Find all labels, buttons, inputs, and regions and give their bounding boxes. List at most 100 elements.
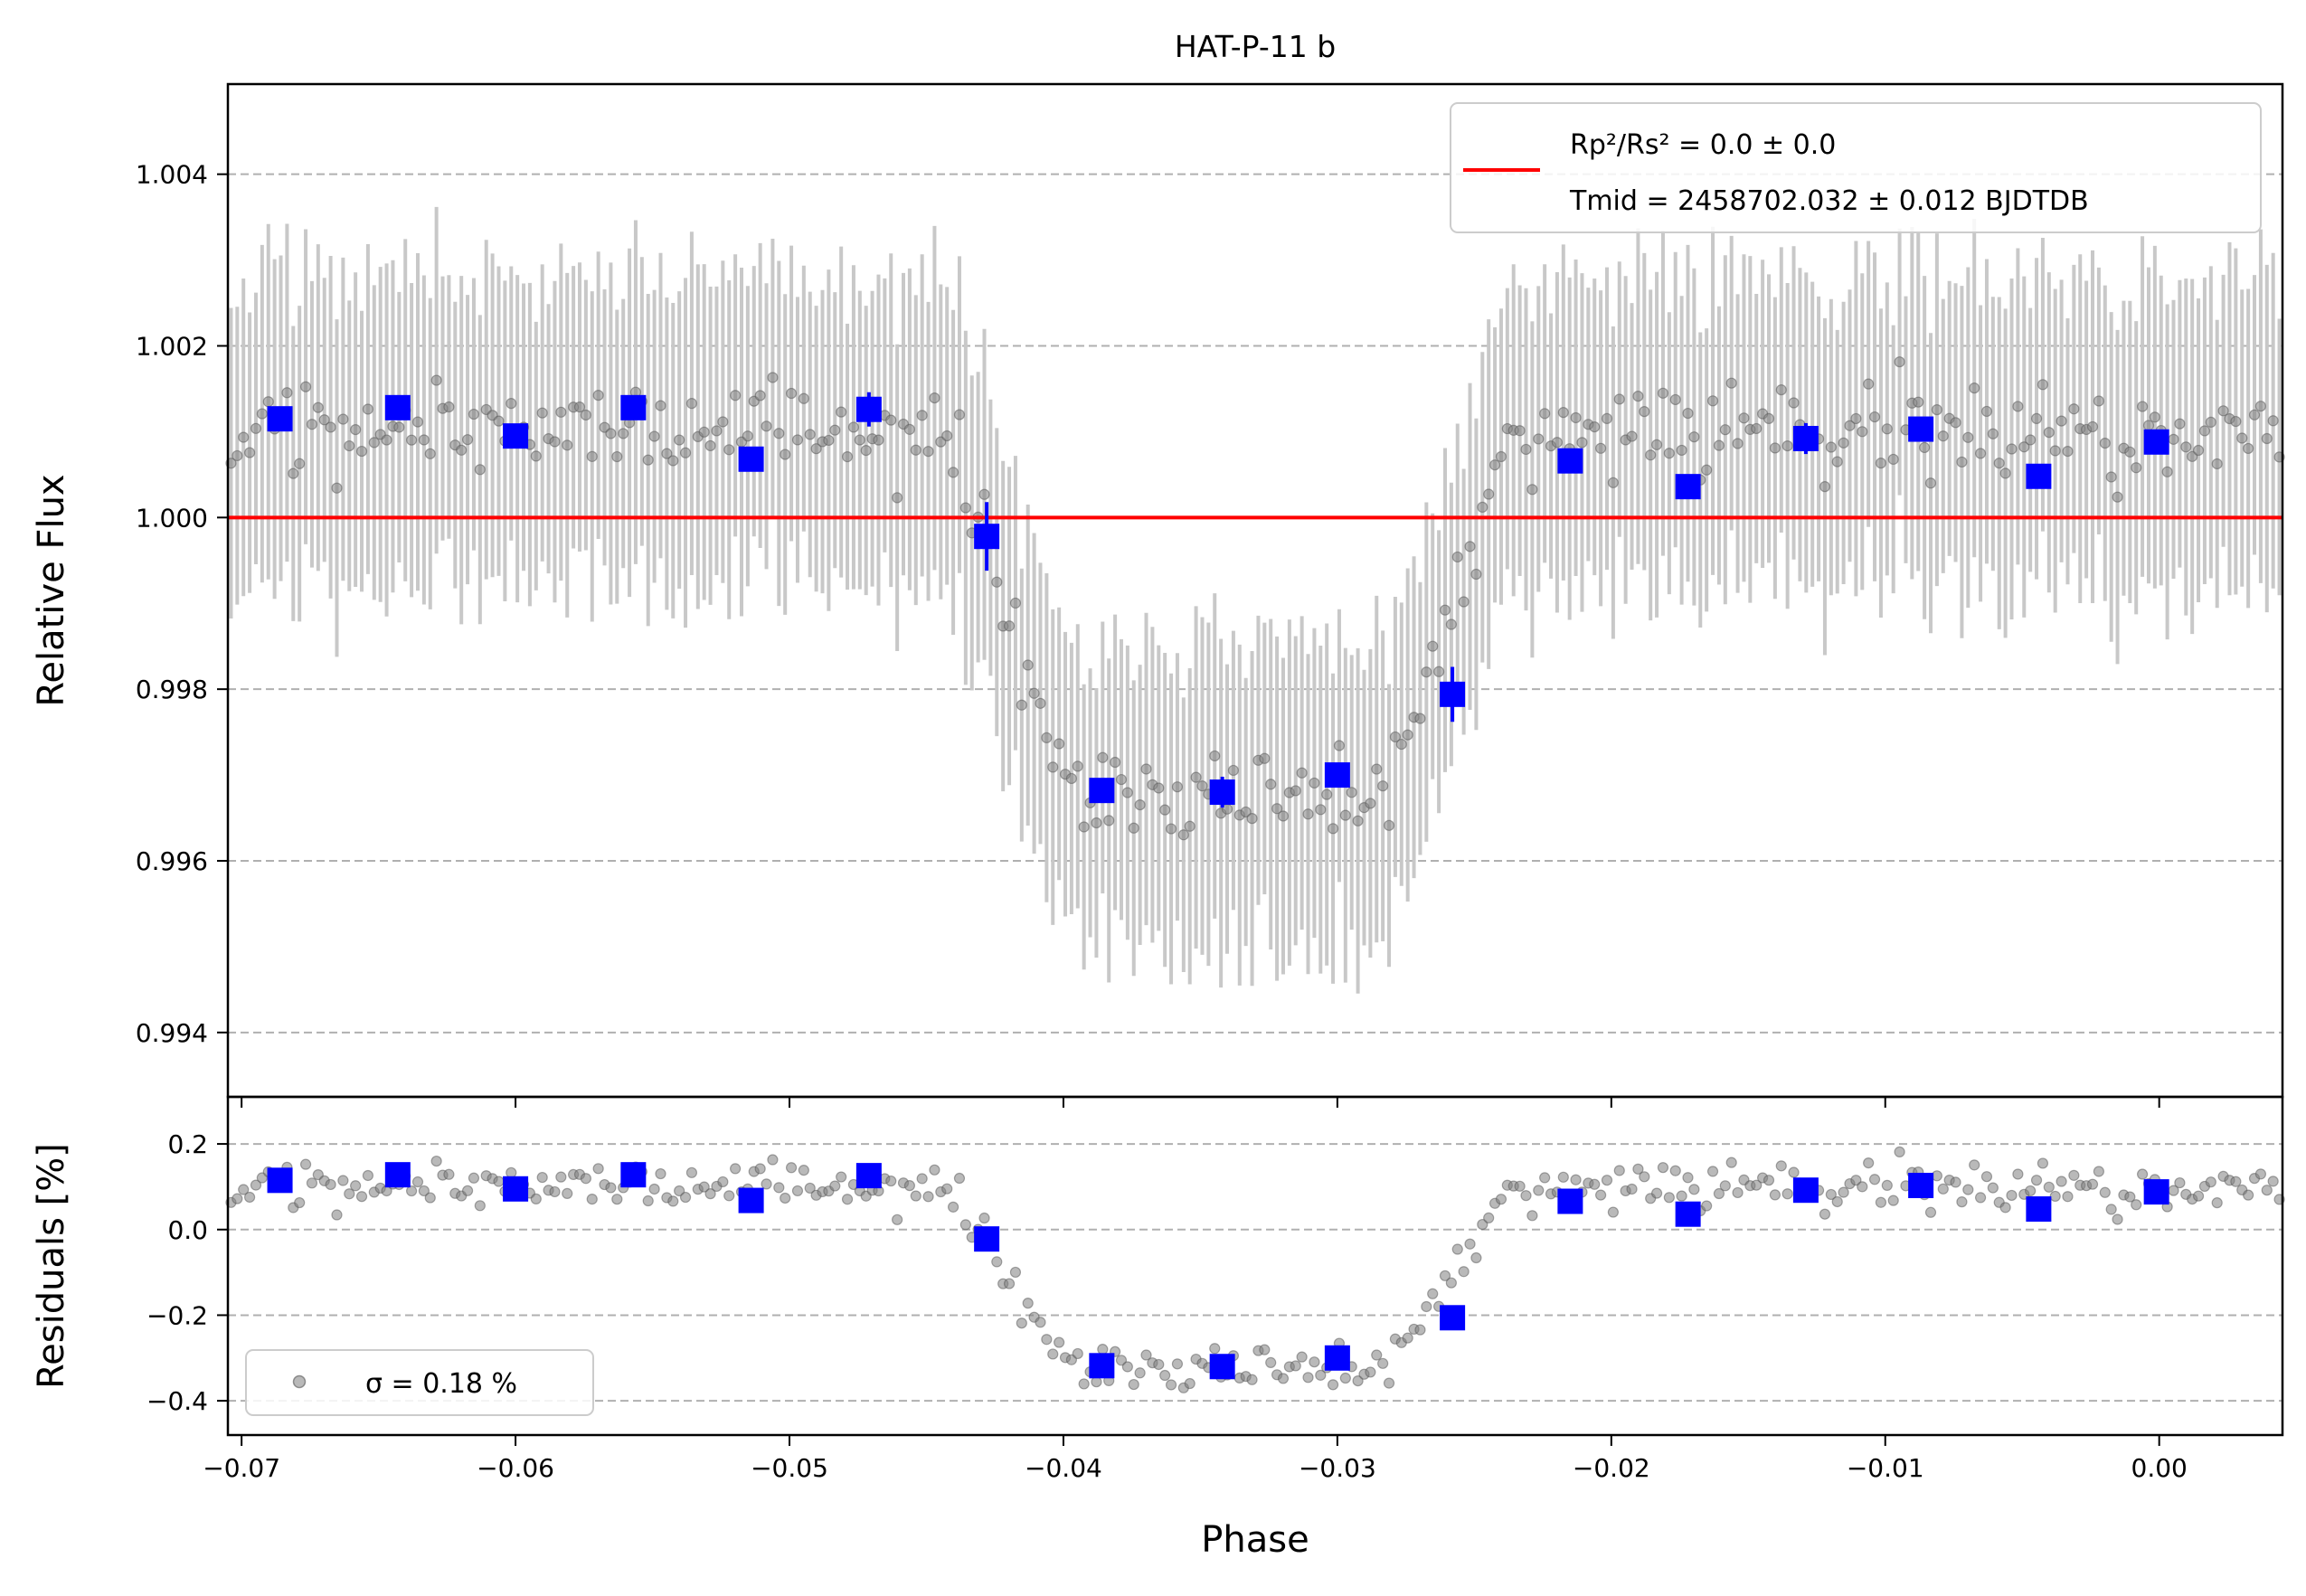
residuals-raw-point <box>1483 1212 1495 1223</box>
residuals-legend-box <box>245 1349 594 1416</box>
residuals-raw-point <box>1987 1182 1999 1194</box>
residuals-y-axis-label: Residuals [%] <box>31 1143 72 1389</box>
flux-raw-point <box>281 387 293 399</box>
residuals-raw-point <box>1022 1298 1034 1309</box>
flux-raw-point <box>2243 442 2254 455</box>
flux-raw-point <box>1209 750 1221 762</box>
residuals-raw-point <box>2174 1176 2186 1189</box>
residuals-raw-point <box>355 1191 368 1203</box>
residuals-raw-point <box>1352 1374 1364 1387</box>
residuals-raw-point <box>536 1171 548 1184</box>
residuals-binned-point <box>1908 1172 1934 1198</box>
flux-raw-point <box>2068 403 2080 415</box>
flux-raw-point <box>418 434 430 446</box>
flux-raw-point <box>2161 466 2173 477</box>
residuals-raw-point <box>555 1171 567 1183</box>
residuals-raw-point <box>910 1190 921 1202</box>
residuals-raw-point <box>1520 1190 1532 1202</box>
flux-raw-point <box>929 392 940 404</box>
flux-raw-point <box>2236 432 2248 444</box>
flux-raw-point <box>312 401 324 413</box>
flux-raw-point <box>1097 751 1109 763</box>
residuals-binned-point <box>1324 1345 1350 1371</box>
flux-raw-point <box>910 444 921 456</box>
residuals-raw-point <box>1863 1157 1875 1169</box>
flux-raw-point <box>331 482 343 494</box>
flux-raw-point <box>1844 420 1856 431</box>
flux-raw-point <box>667 455 679 467</box>
residuals-raw-point <box>1414 1324 1426 1336</box>
flux-raw-point <box>841 451 854 463</box>
residuals-binned-point <box>1675 1201 1701 1227</box>
flux-raw-point <box>655 400 666 411</box>
flux-raw-point <box>780 449 791 460</box>
residuals-raw-point <box>1458 1266 1470 1278</box>
residuals-raw-point <box>1924 1206 1937 1218</box>
flux-raw-point <box>1439 604 1451 616</box>
flux-raw-point <box>2180 441 2192 453</box>
flux-binned-point <box>974 524 1000 550</box>
residuals-raw-point <box>1570 1174 1582 1185</box>
residuals-raw-point <box>1857 1181 1868 1193</box>
flux-raw-point <box>717 416 729 428</box>
flux-raw-point <box>2136 401 2149 412</box>
flux-raw-point <box>2049 445 2061 457</box>
residuals-raw-point <box>885 1175 897 1187</box>
flux-binned-point <box>2143 429 2169 455</box>
residuals-raw-point <box>1035 1317 1046 1328</box>
flux-raw-point <box>1663 448 1675 459</box>
flux-raw-point <box>1327 823 1339 835</box>
flux-raw-point <box>406 434 418 446</box>
flux-raw-point <box>1389 731 1402 743</box>
flux-raw-point <box>1557 407 1569 419</box>
flux-raw-point <box>1383 819 1395 831</box>
residuals-raw-point <box>2124 1191 2136 1203</box>
residuals-raw-point <box>2043 1181 2055 1193</box>
residuals-binned-point <box>503 1176 529 1202</box>
residuals-raw-point <box>1974 1192 1987 1204</box>
flux-raw-point <box>1937 430 1949 442</box>
flux-raw-point <box>1103 815 1115 826</box>
residuals-raw-point <box>1950 1176 1961 1188</box>
flux-raw-point <box>2267 415 2279 427</box>
flux-raw-point <box>1701 464 1713 476</box>
flux-raw-point <box>2006 443 2018 455</box>
residuals-raw-point <box>2068 1169 2080 1181</box>
flux-raw-point <box>350 424 362 436</box>
flux-y-tick-label: 0.998 <box>136 675 208 704</box>
flux-raw-point <box>1165 823 1177 835</box>
residuals-raw-point <box>406 1185 418 1197</box>
residuals-raw-point <box>2099 1186 2111 1198</box>
residuals-raw-point <box>250 1179 262 1191</box>
flux-raw-point <box>674 434 685 446</box>
flux-raw-point <box>1676 444 1687 457</box>
residuals-raw-point <box>1309 1356 1320 1368</box>
flux-raw-point <box>1645 449 1657 461</box>
residuals-raw-point <box>2037 1157 2049 1169</box>
flux-raw-point <box>773 428 785 439</box>
flux-legend-tmid: Tmid = 2458702.032 ± 0.012 BJDTDB <box>1569 185 2089 217</box>
flux-raw-point <box>2030 412 2043 425</box>
flux-raw-point <box>1483 488 1495 500</box>
flux-raw-point <box>430 374 442 386</box>
flux-y-axis-label: Relative Flux <box>31 474 72 706</box>
flux-raw-point <box>2093 395 2104 407</box>
residuals-raw-point <box>1539 1172 1551 1184</box>
residuals-raw-point <box>461 1185 474 1196</box>
flux-raw-point <box>424 448 436 459</box>
flux-raw-point <box>1346 787 1357 798</box>
flux-raw-point <box>1464 541 1476 552</box>
residuals-raw-point <box>243 1191 256 1204</box>
flux-raw-point <box>742 430 753 442</box>
flux-raw-point <box>1159 804 1171 816</box>
flux-raw-point <box>2254 401 2267 412</box>
flux-raw-point <box>493 415 505 427</box>
residuals-raw-point <box>562 1187 573 1199</box>
flux-raw-point <box>355 445 368 458</box>
x-tick-label: −0.04 <box>1025 1453 1102 1483</box>
residuals-raw-point <box>1969 1159 1980 1171</box>
flux-raw-point <box>804 429 816 440</box>
residuals-raw-point <box>1875 1196 1887 1208</box>
flux-raw-point <box>903 423 915 435</box>
flux-raw-point <box>685 398 698 410</box>
